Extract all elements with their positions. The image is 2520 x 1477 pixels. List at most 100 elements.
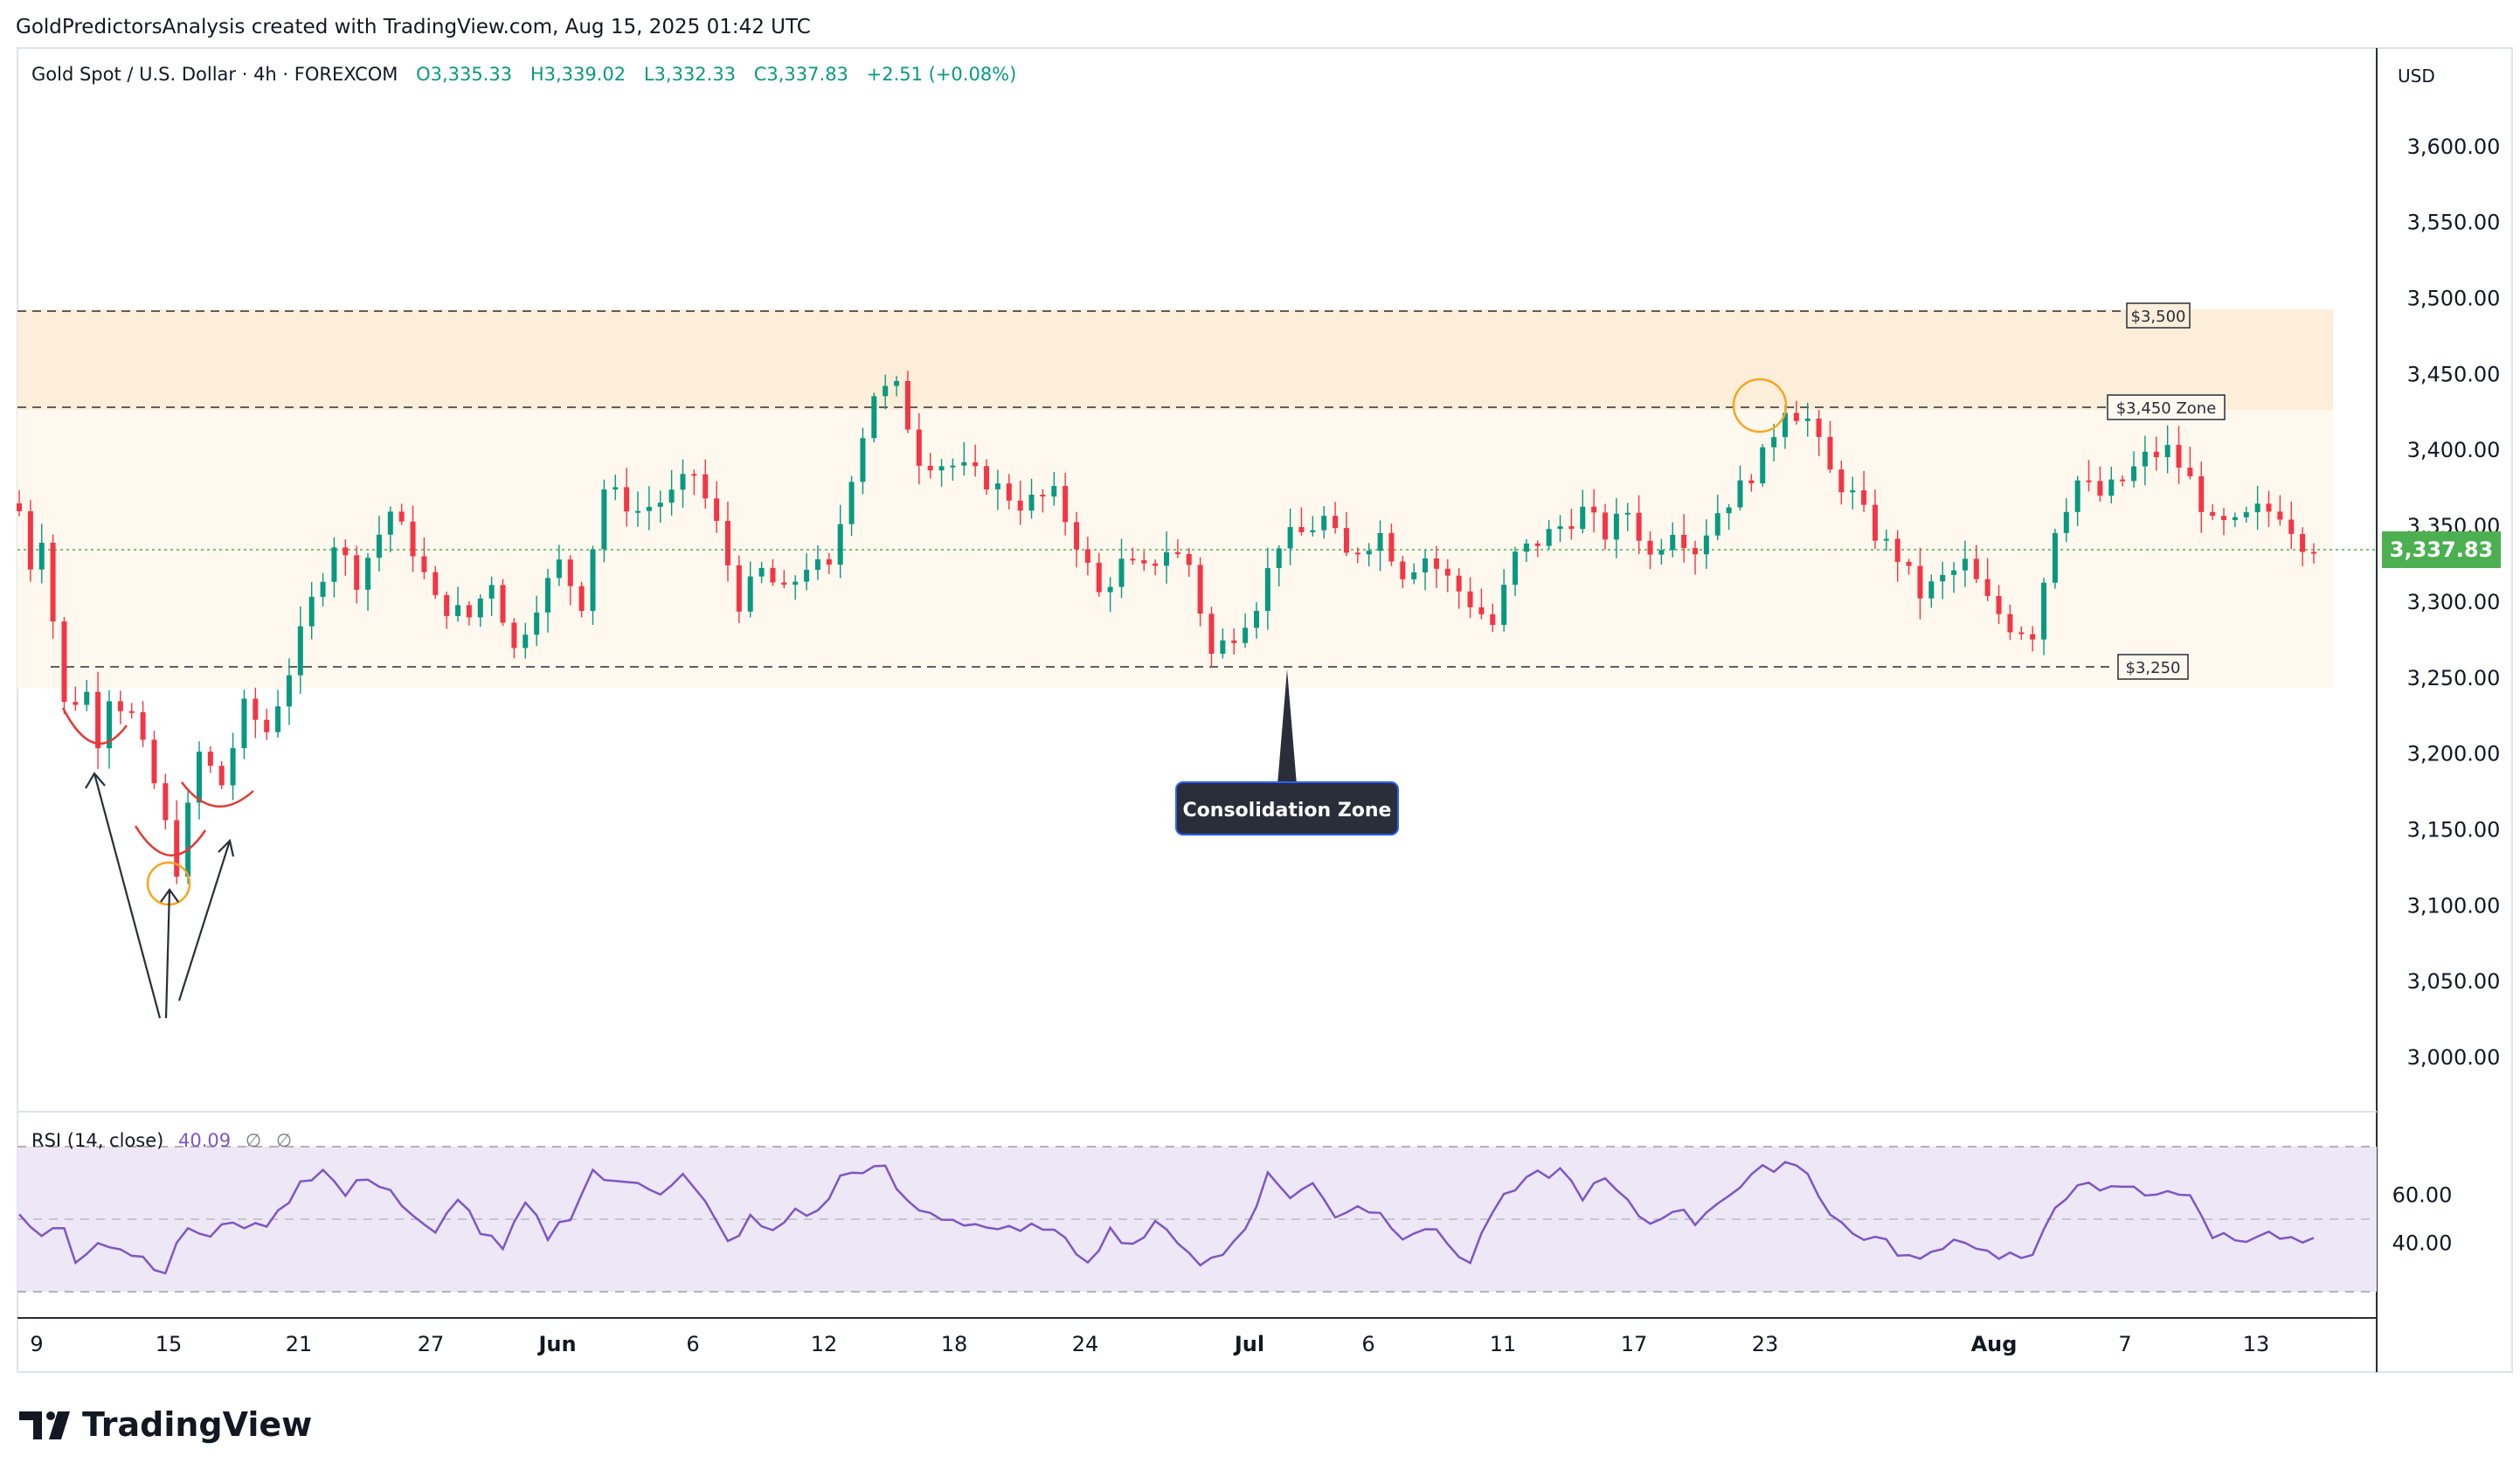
candle-body xyxy=(1546,529,1552,546)
candle-body xyxy=(2063,511,2069,533)
rsi-legend: RSI (14, close) 40.09 ∅ ∅ xyxy=(31,1130,292,1151)
candle-body xyxy=(1951,570,1957,575)
candle-body xyxy=(174,820,180,877)
logo-dot-icon xyxy=(46,1411,55,1420)
candle-body xyxy=(1940,574,1946,582)
price-tick-label: 3,100.00 xyxy=(2407,893,2501,918)
candle-body xyxy=(567,559,573,586)
price-tick-label: 3,400.00 xyxy=(2407,438,2501,462)
candle-body xyxy=(613,487,619,490)
candle-body xyxy=(871,396,877,439)
pattern-arc-center xyxy=(134,825,207,856)
arrow-center xyxy=(164,889,171,1019)
candle-body xyxy=(724,520,730,565)
rsi-value: 40.09 xyxy=(178,1130,231,1151)
candle-body xyxy=(1603,512,1609,540)
level-3250-label: $3,250 xyxy=(2126,659,2181,677)
price-tick-label: 3,550.00 xyxy=(2407,211,2501,235)
candle-body xyxy=(804,569,810,582)
candle-body xyxy=(376,534,382,558)
price-tick-label: 3,150.00 xyxy=(2407,817,2501,842)
tradingview-logo[interactable]: TradingView xyxy=(19,1405,312,1444)
candle-body xyxy=(2176,445,2182,468)
candle-body xyxy=(1816,418,1822,437)
candle-body xyxy=(927,465,933,471)
candle-body xyxy=(1264,568,1270,611)
candle-body xyxy=(84,691,90,705)
candle-body xyxy=(2074,480,2080,512)
candle-body xyxy=(1411,572,1417,579)
candle-body xyxy=(1827,436,1833,470)
time-tick-label: 27 xyxy=(418,1332,445,1356)
candle-body xyxy=(50,542,56,622)
candle-body xyxy=(253,698,259,720)
candle-body xyxy=(781,582,787,586)
candle-body xyxy=(264,719,270,732)
candle-body xyxy=(95,691,101,749)
candle-body xyxy=(477,598,483,618)
candle-body xyxy=(1231,640,1237,643)
candle-body xyxy=(1006,483,1012,501)
rsi-tick-label: 40.00 xyxy=(2392,1231,2453,1256)
candle-body xyxy=(1894,538,1900,562)
candle-body xyxy=(2187,468,2193,476)
candle-body xyxy=(1782,413,1788,438)
brand-name: TradingView xyxy=(82,1405,312,1444)
candle-body xyxy=(1737,480,1743,508)
candle-body xyxy=(1287,527,1293,549)
consolidation-callout-label: Consolidation Zone xyxy=(1183,800,1392,822)
candle-body xyxy=(1872,504,1878,541)
candle-body xyxy=(2030,634,2036,640)
candle-body xyxy=(657,503,663,507)
candle-body xyxy=(736,565,742,612)
candle-body xyxy=(1243,628,1249,643)
change-value: +2.51 (+0.08%) xyxy=(867,64,1017,85)
symbol-label[interactable]: Gold Spot / U.S. Dollar · 4h · FOREXCOM xyxy=(31,64,398,85)
candle-body xyxy=(668,489,675,503)
candle-body xyxy=(950,465,956,468)
candle-body xyxy=(1298,527,1305,533)
time-tick-label: 6 xyxy=(1361,1332,1374,1356)
candle-body xyxy=(241,698,247,749)
logo-mark-icon xyxy=(19,1411,42,1439)
time-axis[interactable]: 9 15 21 27 Jun 6 12 18 24 Jul 6 11 17 23 Aug 7 13 xyxy=(30,1332,2269,1356)
rsi-name[interactable]: RSI (14, close) xyxy=(31,1130,163,1151)
candle-body xyxy=(714,498,720,521)
candle-body xyxy=(860,438,866,482)
time-tick-label: 18 xyxy=(941,1332,968,1356)
candle-body xyxy=(230,748,236,786)
candle-body xyxy=(1681,535,1687,549)
candle-body xyxy=(410,521,416,557)
candle-body xyxy=(1793,413,1799,421)
candle-body xyxy=(1388,532,1395,562)
candle-body xyxy=(1423,558,1429,572)
rsi-axis[interactable]: 60.00 40.00 xyxy=(2392,1182,2453,1255)
candle-body xyxy=(1714,513,1720,536)
candle-body xyxy=(1591,506,1597,513)
candle-body xyxy=(1523,543,1529,552)
candle-body xyxy=(1580,506,1586,530)
candle-body xyxy=(1208,614,1215,655)
candle-body xyxy=(1996,595,2002,614)
candle-body xyxy=(1444,568,1450,576)
price-tick-label: 3,600.00 xyxy=(2407,135,2501,159)
candle-body xyxy=(1906,561,1912,566)
candle-body xyxy=(1771,437,1777,447)
candle-body xyxy=(793,581,799,586)
candle-body xyxy=(1478,607,1485,614)
candle-body xyxy=(1164,551,1169,566)
price-axis[interactable]: 3,600.00 3,550.00 3,500.00 3,450.00 3,400.00… xyxy=(2407,135,2501,1070)
candle-body xyxy=(523,634,529,648)
time-tick-label: 13 xyxy=(2243,1332,2270,1356)
currency-label[interactable]: USD xyxy=(2398,66,2435,87)
candle-body xyxy=(433,572,439,595)
candle-body xyxy=(320,581,326,597)
candle-body xyxy=(308,596,315,627)
candle-body xyxy=(703,474,709,499)
candle-body xyxy=(1513,551,1519,586)
candle-body xyxy=(2097,481,2103,496)
candle-body xyxy=(511,622,517,648)
candle-body xyxy=(837,524,843,565)
candle-body xyxy=(1174,551,1180,555)
level-3500-label: $3,500 xyxy=(2131,308,2186,326)
